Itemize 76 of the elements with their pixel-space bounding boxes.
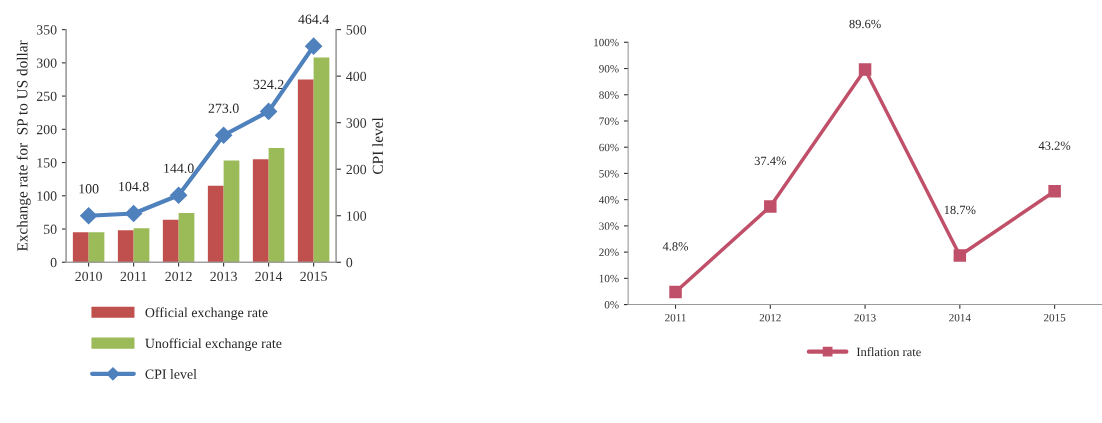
point [215, 126, 233, 144]
y2-tick-label: 400 [346, 71, 367, 82]
y2-tick-label: 200 [346, 164, 367, 175]
x-tick-label: 2015 [1043, 313, 1066, 322]
x-tick-label: 2013 [210, 271, 237, 282]
data-label: 273.0 [208, 103, 239, 114]
y-tick-label: 30% [599, 222, 619, 230]
y-tick-label: 0% [604, 301, 619, 309]
point [953, 249, 967, 262]
data-label: 37.4% [754, 156, 787, 166]
legend-label: CPI level [145, 369, 197, 379]
y2-tick-label: 100 [347, 211, 367, 221]
x-tick-label: 2013 [854, 313, 876, 322]
point [1048, 185, 1061, 198]
y-tick-label: 20% [599, 248, 619, 257]
data-label: 100 [79, 184, 99, 194]
y2-tick-label: 300 [346, 118, 367, 128]
data-label: 324.2 [253, 79, 284, 90]
y2-tick-label: 500 [346, 25, 367, 35]
y-tick-label: 150 [37, 158, 57, 168]
y2-axis-title: CPI level [372, 117, 383, 174]
bar [162, 219, 179, 263]
y-tick-label: 80% [599, 91, 619, 99]
y-tick-label: 90% [599, 64, 619, 73]
y-tick-label: 70% [599, 117, 619, 125]
data-label: 89.6% [849, 19, 881, 29]
legend-label: Unofficial exchange rate [145, 338, 282, 351]
bar [223, 160, 240, 263]
x-tick-label: 2011 [120, 271, 147, 282]
bar [252, 159, 269, 263]
point [669, 285, 682, 299]
y-tick-label: 300 [36, 58, 57, 68]
y-tick-label: 40% [598, 196, 619, 204]
y-tick-label: 350 [36, 25, 57, 35]
legend-label: Official exchange rate [145, 307, 268, 321]
y-tick-label: 50% [599, 169, 619, 178]
x-tick-label: 2010 [75, 271, 102, 282]
y-tick-label: 60% [599, 143, 619, 152]
bar [207, 185, 224, 263]
bar [268, 147, 285, 263]
bar [178, 213, 195, 263]
data-label: 43.2% [1038, 141, 1071, 150]
point [305, 37, 323, 55]
bar [117, 230, 134, 263]
data-label: 104.8 [119, 181, 149, 192]
data-label: 464.4 [298, 14, 330, 24]
x-tick-label: 2012 [759, 313, 781, 322]
x-tick-label: 2015 [300, 271, 327, 282]
y-tick-label: 250 [36, 91, 57, 102]
bar [313, 57, 330, 263]
data-label: 18.7% [944, 205, 976, 215]
point [260, 102, 278, 120]
data-label: 144.0 [164, 163, 194, 174]
point [80, 207, 98, 225]
bar [297, 79, 314, 263]
point [858, 63, 872, 76]
y-tick-label: 50 [44, 224, 57, 234]
y-tick-label: 100% [594, 38, 619, 47]
legend-label: Inflation rate [856, 347, 921, 357]
point [125, 204, 143, 223]
data-label: 4.8% [662, 242, 689, 251]
bar [88, 232, 105, 263]
bar [72, 232, 89, 263]
y2-tick-label: 0 [346, 257, 353, 268]
bar [133, 228, 150, 263]
point [170, 186, 188, 204]
point [764, 200, 777, 213]
x-tick-label: 2011 [665, 313, 686, 322]
y-tick-label: 0 [50, 257, 57, 268]
y-tick-label: 10% [599, 274, 619, 283]
y-tick-label: 200 [36, 124, 57, 135]
x-tick-label: 2012 [165, 271, 192, 282]
y-axis-title: Exchange rate for SP to US dollar [16, 40, 31, 252]
x-tick-label: 2014 [255, 271, 283, 282]
x-tick-label: 2014 [949, 313, 971, 322]
y-tick-label: 100 [37, 191, 57, 201]
